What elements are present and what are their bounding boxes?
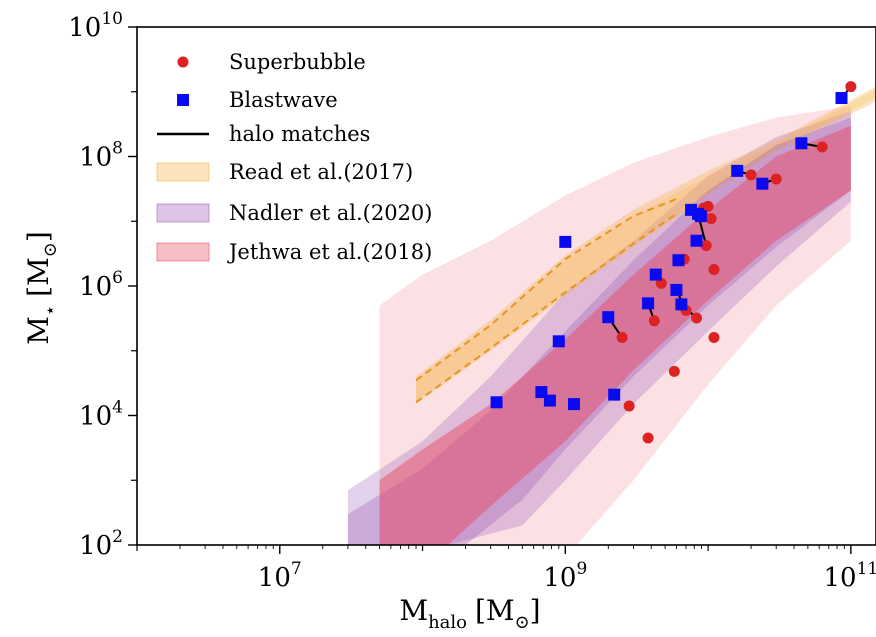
legend-swatch-band (156, 203, 210, 223)
superbubble-point (616, 332, 628, 344)
blastwave-point (795, 137, 808, 150)
superbubble-point (691, 312, 703, 324)
superbubble-point (668, 365, 680, 377)
blastwave-point (756, 177, 769, 190)
y-tick-label: 106 (79, 268, 123, 302)
blastwave-point (567, 398, 580, 411)
blastwave-point (543, 394, 556, 407)
read-band-inner (416, 89, 876, 401)
blastwave-point (690, 234, 703, 247)
blastwave-point (649, 268, 662, 281)
x-tick-label: 107 (258, 559, 302, 593)
y-tick-label: 1010 (68, 9, 123, 43)
blastwave-point (552, 335, 565, 348)
superbubble-point (702, 200, 714, 212)
superbubble-point (770, 173, 782, 185)
y-axis-label: M⋆[M⊙] (22, 231, 61, 345)
y-tick-label: 102 (79, 527, 123, 561)
data-points (490, 81, 857, 444)
blastwave-point (559, 235, 572, 248)
superbubble-point (708, 263, 720, 275)
superbubble-point (700, 240, 712, 252)
legend-swatch-band (156, 162, 210, 182)
blastwave-point (490, 396, 503, 409)
y-axis-ticks: 102 104 106 108 1010 (68, 9, 137, 561)
read-dashed-upper (415, 198, 677, 382)
superbubble-point (708, 332, 720, 344)
legend-label: halo matches (229, 122, 370, 146)
nadler-band-outer (347, 111, 851, 545)
legend-swatch-blastwave (177, 94, 189, 106)
legend-label: Jethwa et al.(2018) (227, 240, 432, 264)
blastwave-point (670, 283, 683, 296)
y-tick-label: 108 (79, 139, 123, 173)
x-tick-label: 109 (543, 559, 587, 593)
read-band-outer (416, 86, 876, 405)
superbubble-point (648, 315, 660, 327)
model-bands (347, 86, 876, 545)
read-dashed-lower (415, 213, 677, 404)
superbubble-point (705, 213, 717, 225)
legend-swatch-superbubble (177, 56, 189, 68)
jethwa-band-outer (379, 106, 851, 545)
x-tick-label: 1011 (823, 559, 876, 593)
blastwave-point (835, 92, 848, 105)
superbubble-point (623, 400, 635, 412)
nadler-band-inner (347, 117, 851, 545)
superbubble-point (745, 169, 757, 181)
blastwave-point (608, 388, 621, 401)
legend: Superbubble Blastwave halo matches Read et … (156, 50, 432, 264)
blastwave-point (642, 297, 655, 310)
y-tick-label: 104 (79, 398, 123, 432)
blastwave-point (694, 210, 707, 223)
legend-label: Superbubble (229, 50, 366, 74)
superbubble-point (642, 432, 654, 444)
x-axis-ticks: 107 109 1011 (136, 545, 876, 593)
blastwave-point (731, 164, 744, 177)
blastwave-point (675, 298, 688, 311)
superbubble-point (845, 81, 857, 93)
blastwave-point (602, 311, 615, 324)
superbubble-point (816, 141, 828, 153)
jethwa-band-inner (379, 125, 851, 545)
blastwave-point (672, 254, 685, 267)
legend-label: Blastwave (229, 88, 338, 112)
x-axis-label: Mhalo [M⊙] (399, 594, 540, 633)
legend-swatch-band (156, 242, 210, 262)
legend-label: Read et al.(2017) (229, 160, 413, 184)
legend-label: Nadler et al.(2020) (229, 201, 432, 225)
